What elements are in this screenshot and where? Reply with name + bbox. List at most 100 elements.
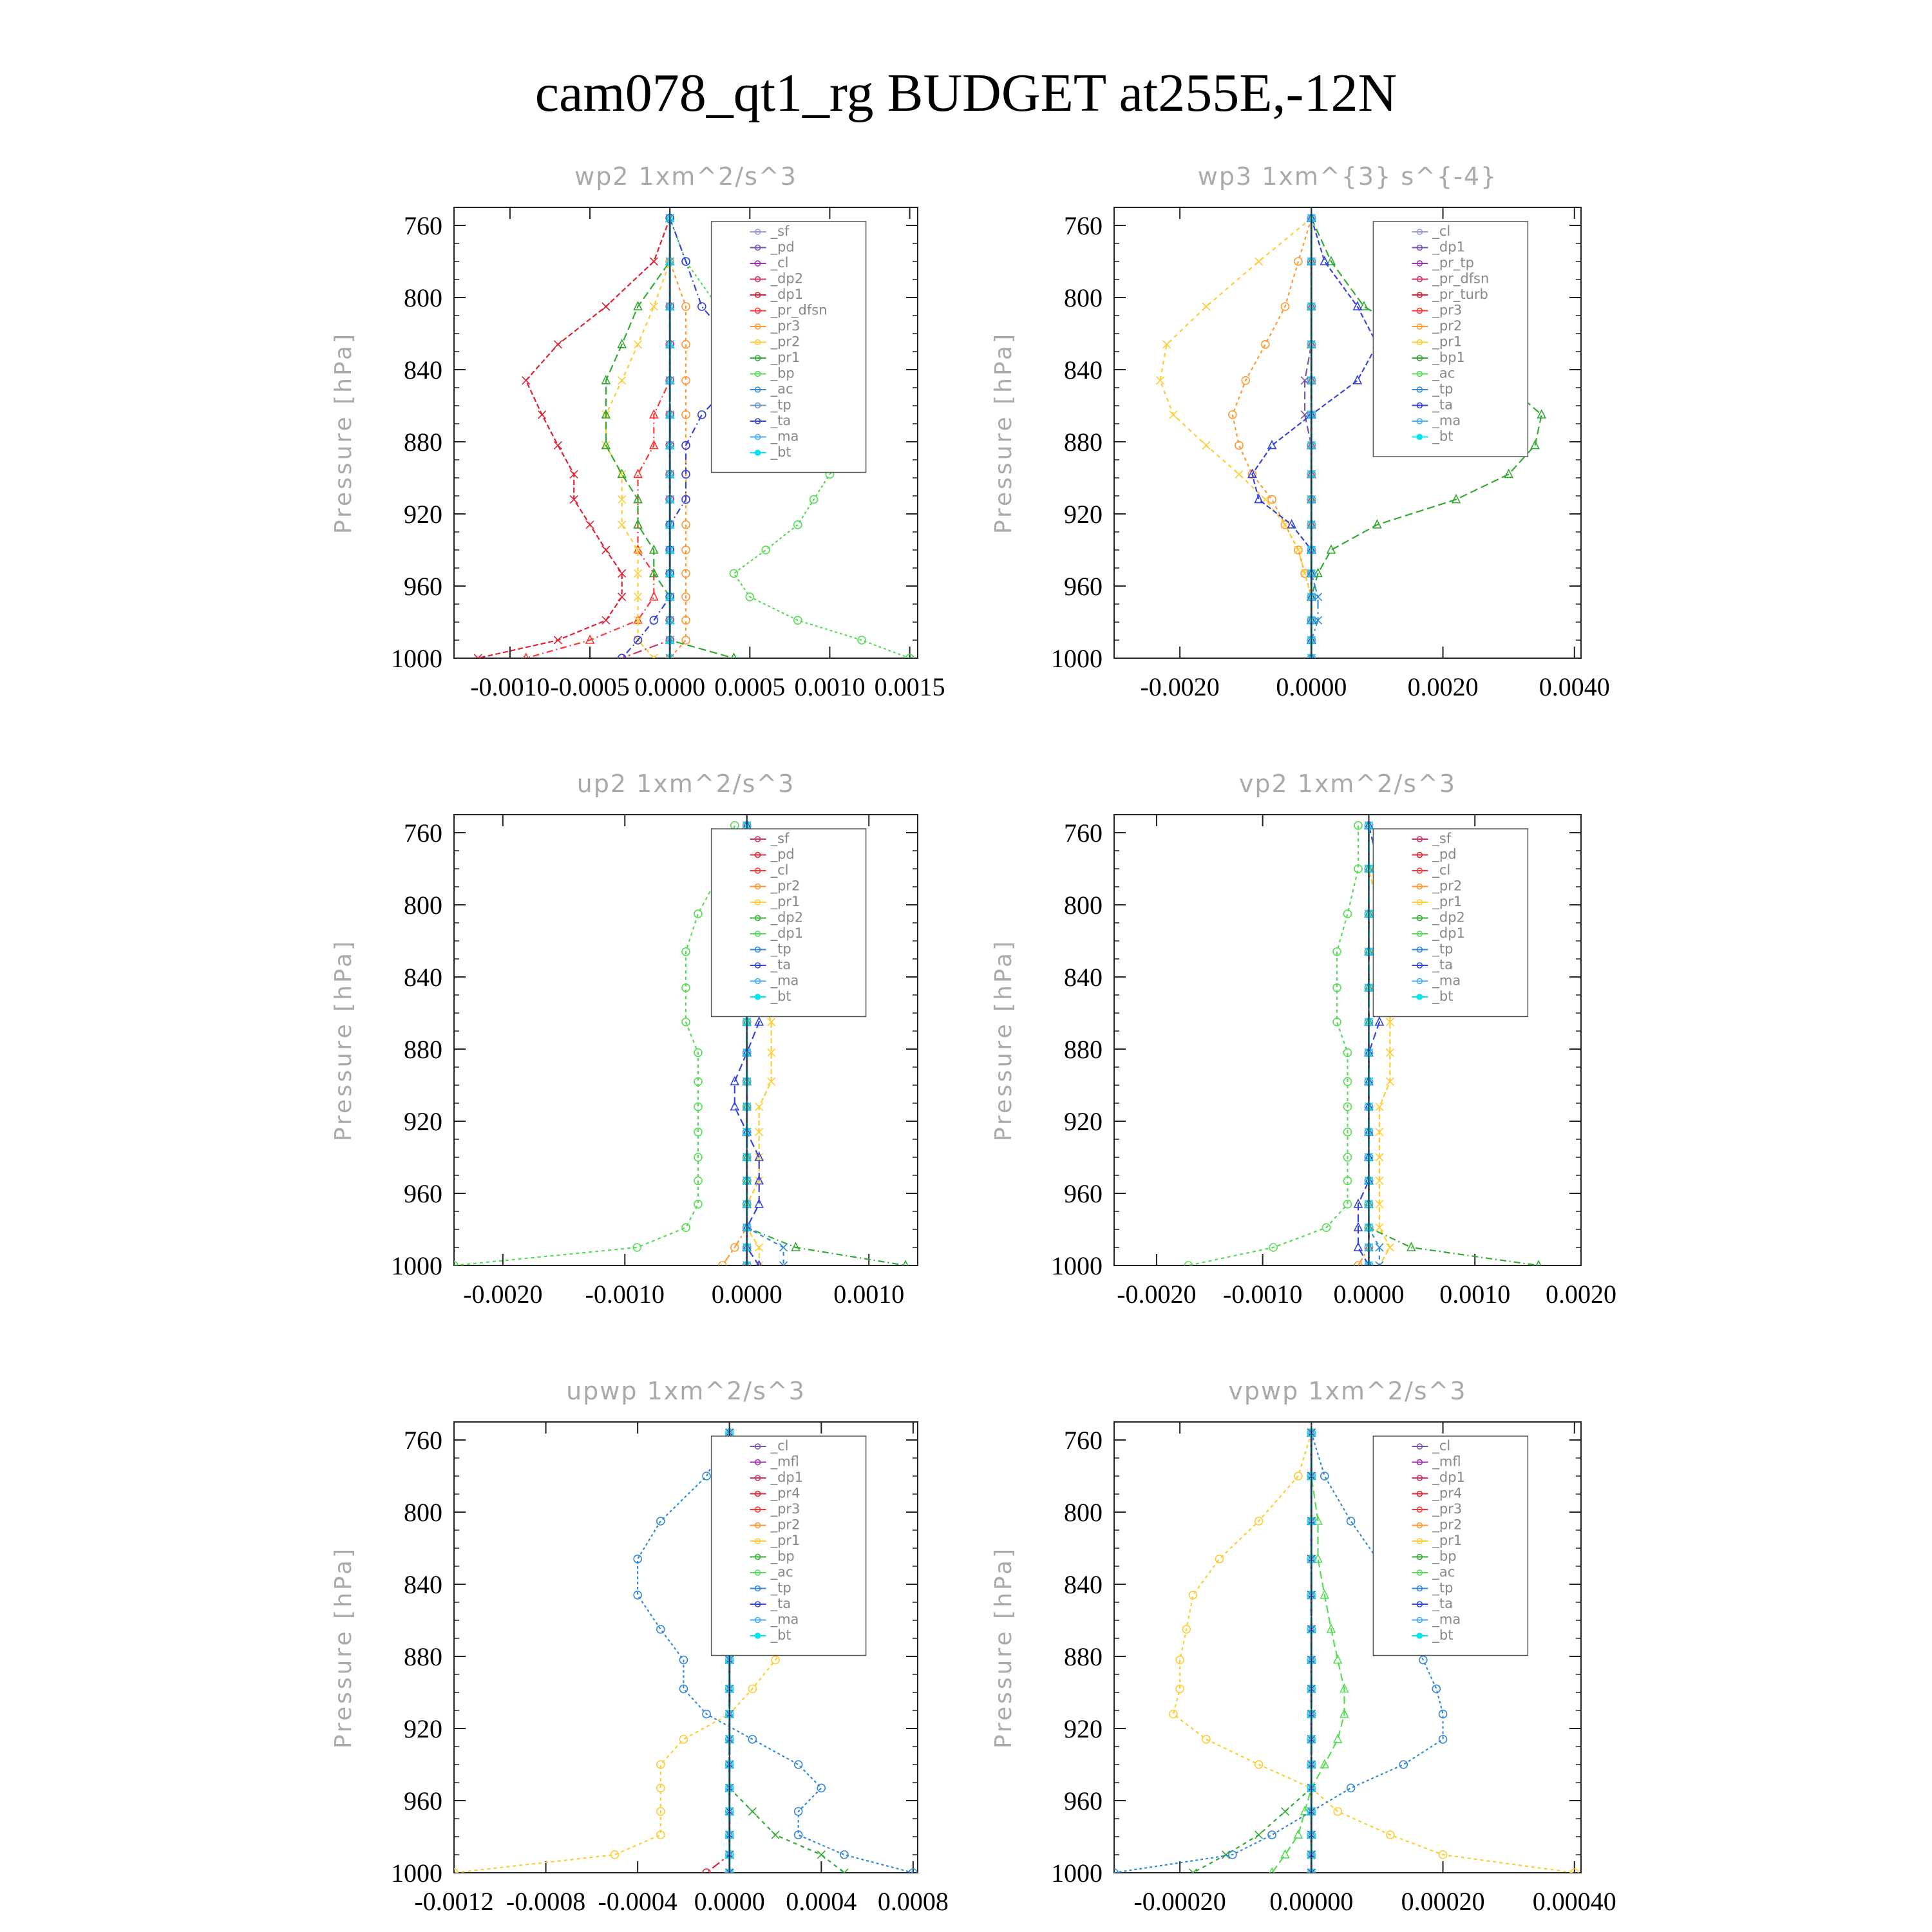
data-point xyxy=(1188,1868,1198,1873)
legend-entry: _pr1 xyxy=(770,350,800,366)
data-point xyxy=(729,569,739,578)
data-point xyxy=(1346,1783,1356,1793)
y-tick-label: 1000 xyxy=(391,644,442,673)
x-tick-label: 0.0010 xyxy=(794,672,865,701)
x-tick-label: 0.0000 xyxy=(694,1887,765,1916)
legend-box xyxy=(1372,221,1529,457)
data-point xyxy=(656,1517,665,1526)
data-point xyxy=(694,1048,703,1057)
data-point xyxy=(694,1153,703,1162)
y-tick-label: 960 xyxy=(404,1786,442,1815)
legend-entry: _sf xyxy=(770,223,790,240)
legend-entry: _pr1 xyxy=(1432,1533,1462,1549)
data-point xyxy=(1202,441,1211,450)
legend-marker xyxy=(1416,1569,1423,1576)
data-point xyxy=(1366,1260,1372,1265)
data-point xyxy=(1332,1734,1343,1743)
data-point xyxy=(681,616,690,625)
data-point xyxy=(681,375,690,385)
data-point xyxy=(1269,1867,1275,1873)
data-point xyxy=(681,947,690,956)
series-line-dp1 xyxy=(1188,825,1359,1265)
legend-marker xyxy=(1416,402,1423,409)
data-point xyxy=(1280,1849,1290,1859)
legend-marker xyxy=(754,323,761,330)
legend-marker xyxy=(1416,418,1423,424)
legend-marker xyxy=(754,1522,761,1529)
x-tick-label: -0.0020 xyxy=(1140,672,1219,701)
legend-entry: _pr1 xyxy=(770,1533,800,1549)
data-point xyxy=(730,1243,739,1252)
data-point xyxy=(1169,410,1178,419)
y-tick-label: 800 xyxy=(1064,891,1103,920)
panel-title: wp3 1xm^{3} s^{-4} xyxy=(1198,162,1497,191)
data-point xyxy=(1320,256,1330,265)
data-point xyxy=(1346,1517,1356,1526)
data-point xyxy=(1321,1223,1331,1232)
data-point xyxy=(633,519,643,529)
legend-marker xyxy=(754,994,761,1000)
legend-marker xyxy=(1416,244,1423,251)
y-tick-label: 800 xyxy=(404,891,442,920)
legend-marker xyxy=(754,962,761,969)
data-point xyxy=(779,1261,788,1265)
data-point xyxy=(1162,340,1171,349)
data-point xyxy=(694,1077,703,1086)
legend-marker xyxy=(1416,1490,1423,1497)
legend-marker xyxy=(754,836,761,842)
data-point xyxy=(1375,1243,1384,1252)
legend-entry: _tp xyxy=(1432,381,1453,397)
data-point xyxy=(793,520,802,529)
data-point xyxy=(1332,947,1341,956)
legend-entry: _pd xyxy=(1432,847,1456,863)
y-tick-label: 960 xyxy=(1064,1179,1103,1208)
data-point xyxy=(1438,1735,1448,1744)
data-point xyxy=(681,469,690,479)
data-point xyxy=(1530,439,1540,450)
legend-entry: _ta xyxy=(1432,957,1453,973)
data-point xyxy=(681,495,690,504)
data-point xyxy=(793,616,802,625)
series-line-dp1 xyxy=(454,825,735,1265)
legend: _sf_pd_cl_pr2_pr1_dp2_dp1_tp_ta_ma_bt xyxy=(1372,828,1529,1018)
legend-entry: _pr_turb xyxy=(1432,287,1488,303)
data-point xyxy=(1385,1077,1394,1086)
y-tick-label: 840 xyxy=(1064,355,1103,384)
x-tick-label: 0.00000 xyxy=(1269,1887,1353,1916)
data-point xyxy=(649,409,659,419)
data-point xyxy=(744,1260,750,1265)
data-point xyxy=(1352,301,1363,310)
y-tick-label: 1000 xyxy=(1051,1859,1103,1888)
data-point xyxy=(618,520,627,529)
data-point xyxy=(473,654,482,658)
data-point xyxy=(522,376,531,385)
legend-entry: _ma xyxy=(1432,973,1461,989)
data-point xyxy=(523,652,529,658)
x-tick-label: 0.0010 xyxy=(1439,1280,1510,1309)
data-point xyxy=(618,569,627,578)
legend-marker xyxy=(1416,1616,1423,1624)
legend: _sf_pd_cl_pr2_pr1_dp2_dp1_tp_ta_ma_bt xyxy=(710,828,867,1018)
series-line-tp xyxy=(1311,218,1319,658)
legend-entry: _pd xyxy=(770,240,795,256)
data-point xyxy=(726,1867,733,1873)
legend-marker xyxy=(1416,323,1423,330)
data-point xyxy=(748,1684,757,1694)
x-tick-label: 0.0000 xyxy=(1333,1280,1404,1309)
y-tick-label: 1000 xyxy=(391,1859,442,1888)
x-tick-label: -0.0004 xyxy=(598,1887,677,1916)
y-axis-label: Pressure [hPa] xyxy=(330,939,357,1141)
data-point xyxy=(771,1655,780,1665)
y-tick-label: 840 xyxy=(404,963,442,992)
legend-marker xyxy=(1416,899,1423,905)
legend-marker xyxy=(1416,962,1423,969)
data-point xyxy=(1359,301,1369,310)
legend-entry: _pr4 xyxy=(1432,1486,1462,1502)
data-point xyxy=(649,544,659,554)
legend-entry: _pr_tp xyxy=(1432,255,1474,271)
data-point xyxy=(1353,1222,1363,1231)
legend-entry: _bp xyxy=(1432,1549,1456,1565)
data-point xyxy=(1375,1261,1384,1265)
legend-entry: _bp xyxy=(770,366,795,382)
data-point xyxy=(755,1128,764,1137)
